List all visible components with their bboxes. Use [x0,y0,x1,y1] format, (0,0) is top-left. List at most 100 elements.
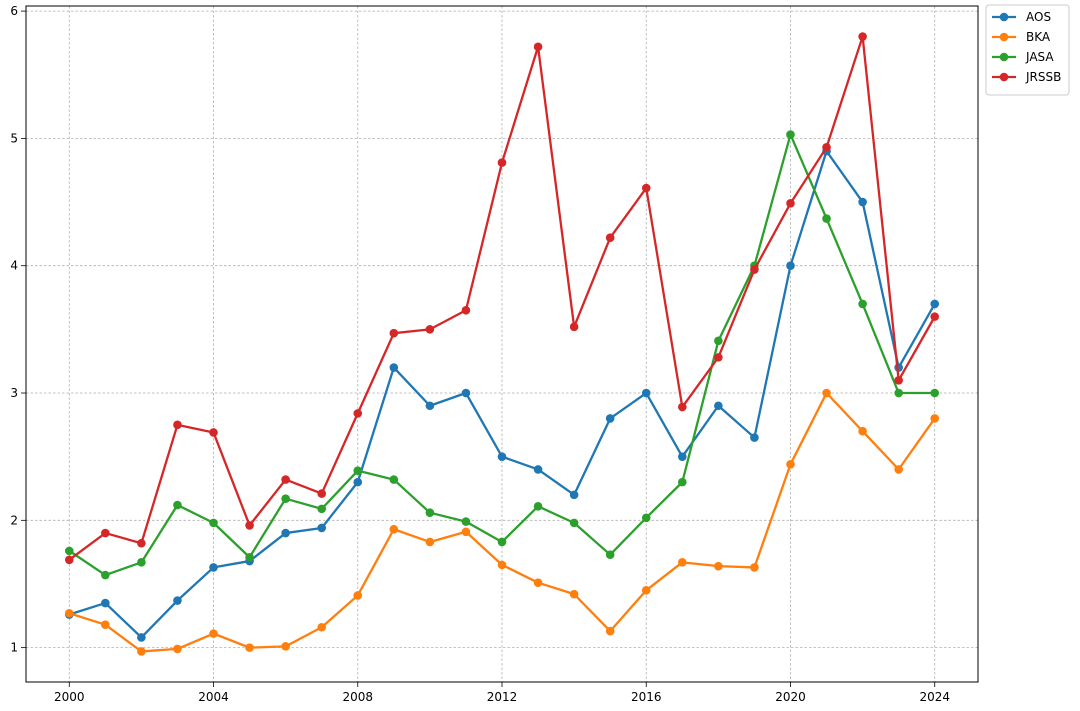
data-point-aos [317,523,326,533]
data-point-jasa [605,550,615,559]
data-point-bka [750,563,759,572]
data-point-jrssb [569,322,579,332]
data-point-jrssb [930,312,940,321]
data-point-jrssb [894,375,903,385]
legend-box [985,4,1070,96]
data-point-bka [64,608,74,618]
data-point-jasa [101,570,110,580]
data-point-bka [714,561,723,571]
y-tick-label: 2 [10,513,18,527]
series-group [64,32,940,656]
data-point-aos [858,197,867,207]
data-point-aos [714,401,723,411]
series-bka [64,388,940,656]
data-point-jasa [353,466,363,475]
data-point-jasa [389,475,399,484]
data-point-jasa [497,537,507,547]
data-point-aos [173,596,182,605]
data-point-aos [209,563,218,572]
data-point-bka [317,622,326,632]
data-point-jrssb [714,353,723,362]
legend-item-aos: AOS [992,10,1051,24]
data-point-jasa [245,552,254,562]
data-point-aos [569,490,579,500]
data-point-bka [137,647,146,656]
series-jasa [64,130,940,580]
data-point-jasa [425,508,435,517]
legend-label-jasa: JASA [1025,50,1054,64]
y-tick-label: 1 [10,641,18,655]
data-point-jasa [822,214,831,223]
data-point-jasa [714,336,723,346]
data-point-jrssb [786,199,795,208]
data-point-jasa [173,500,182,510]
data-point-jrssb [101,528,110,538]
data-point-aos [641,388,651,398]
legend-label-jrssb: JRSSB [1025,70,1061,84]
data-point-jrssb [353,409,363,418]
legend-marker-jrssb [999,72,1009,82]
data-point-aos [281,528,290,538]
data-point-jrssb [678,402,687,412]
x-tick-label: 2004 [198,690,229,704]
data-point-bka [425,537,435,547]
y-tick-label: 4 [10,259,18,273]
data-point-bka [461,527,471,537]
legend-marker-aos [999,12,1009,22]
data-point-bka [678,558,687,567]
data-point-aos [533,465,543,474]
data-point-jrssb [750,265,759,274]
data-point-bka [389,524,399,534]
data-point-bka [209,629,218,638]
data-point-aos [750,433,759,442]
data-point-bka [497,560,507,570]
data-point-aos [389,363,399,372]
x-tick-label: 2012 [487,690,518,704]
legend-marker-bka [999,32,1009,42]
x-tick-label: 2016 [631,690,662,704]
data-point-bka [353,591,363,600]
data-point-bka [533,578,543,588]
data-point-jasa [930,388,940,398]
data-point-bka [822,388,831,398]
data-point-bka [173,644,182,654]
data-point-jrssb [461,305,471,315]
data-point-jasa [281,494,290,503]
data-point-aos [461,388,471,398]
data-point-jrssb [641,183,651,193]
data-point-aos [353,477,363,487]
data-point-jasa [786,130,795,139]
data-point-aos [605,414,615,423]
legend: AOS BKA JASA JRSSB [985,4,1070,96]
data-point-bka [858,426,867,436]
data-point-bka [605,626,615,636]
data-point-jasa [317,504,326,514]
data-point-jrssb [858,32,867,41]
legend-item-bka: BKA [992,30,1051,44]
data-point-jrssb [209,428,218,437]
data-point-aos [497,452,507,461]
data-point-jrssb [533,42,543,52]
grid-lines [26,6,978,682]
data-point-jasa [858,299,867,309]
data-point-bka [569,589,579,599]
data-point-jasa [894,388,903,398]
data-point-jasa [209,518,218,528]
data-point-bka [641,586,651,595]
data-point-jrssb [64,555,74,565]
data-point-aos [425,401,435,411]
data-point-bka [245,643,254,652]
data-point-aos [137,633,146,642]
y-tick-label: 6 [10,4,18,18]
y-tick-label: 5 [10,131,18,145]
data-point-aos [101,598,110,608]
data-point-jasa [461,517,471,526]
data-point-aos [786,261,795,271]
x-tick-label: 2000 [54,690,85,704]
data-point-jrssb [173,420,182,430]
data-point-jasa [569,518,579,528]
data-point-jrssb [497,158,507,167]
legend-label-aos: AOS [1026,10,1051,24]
